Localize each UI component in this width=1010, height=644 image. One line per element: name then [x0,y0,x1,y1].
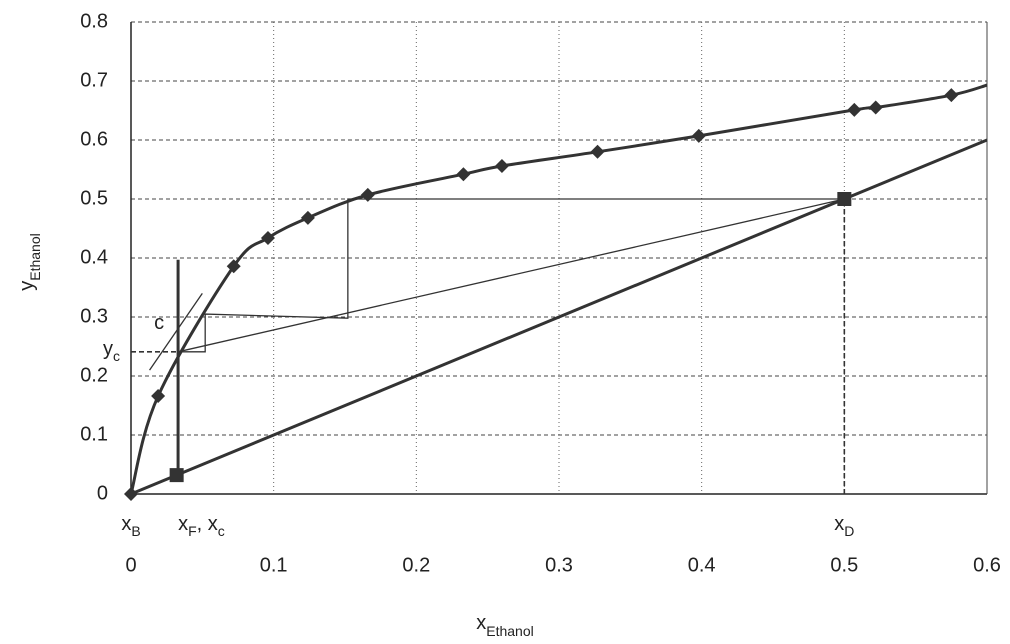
y-tick-label: 0.8 [80,10,108,32]
x-tick-label: 0.2 [402,554,430,576]
x-annotation: xD [834,513,854,538]
x-tick-label: 0.5 [830,554,858,576]
point-label: c [154,312,164,334]
subscript: B [131,523,140,539]
subscript: c [113,348,120,364]
text-part: y [16,281,38,291]
marker [301,211,315,225]
text-part: y [103,338,113,360]
x-tick-label: 0.6 [973,554,1001,576]
marker [261,231,275,245]
line [178,199,844,352]
marker [170,468,184,482]
y-tick-label: 0 [97,482,108,504]
chart: 0 0.1 0.2 0.3 0.4 0.5 0.6 0.7 0.8 0 0.1 0.2 0.3 0.4 0.… [0,0,1010,644]
x-tick-label: 0.1 [260,554,288,576]
text-part: , x [197,513,218,535]
marker [847,103,861,117]
marker [944,88,958,102]
y-tick-label: 0.6 [80,128,108,150]
subscript: F [188,523,197,539]
x-annotation: xB [121,513,140,538]
subscript: c [218,523,225,539]
marker [124,487,138,501]
y-tick-label: 0.1 [80,423,108,445]
y-tick-label: 0.5 [80,187,108,209]
text-part: x [178,513,188,535]
subscript: D [844,523,854,539]
y-tick-label: 0.3 [80,305,108,327]
x-tick-label: 0.3 [545,554,573,576]
marker [692,129,706,143]
text-part: x [476,612,486,634]
marker [361,188,375,202]
y-annotation: yc [103,338,120,363]
marker [456,167,470,181]
y-tick-label: 0.7 [80,69,108,91]
marker [837,192,851,206]
text-part: x [121,513,131,535]
y-axis-label: yEthanol [16,233,42,290]
marker [869,101,883,115]
x-tick-label: 0.4 [688,554,716,576]
y-tick-label: 0.2 [80,364,108,386]
marker [151,389,165,403]
marker [591,145,605,159]
subscript: Ethanol [486,623,533,639]
text-part: x [834,513,844,535]
x-axis-label: xEthanol [476,612,533,638]
marker [495,159,509,173]
subscript: Ethanol [27,233,43,280]
x-annotation: xF, xc [178,513,225,538]
y-tick-label: 0.4 [80,246,108,268]
x-tick-label: 0 [125,554,136,576]
